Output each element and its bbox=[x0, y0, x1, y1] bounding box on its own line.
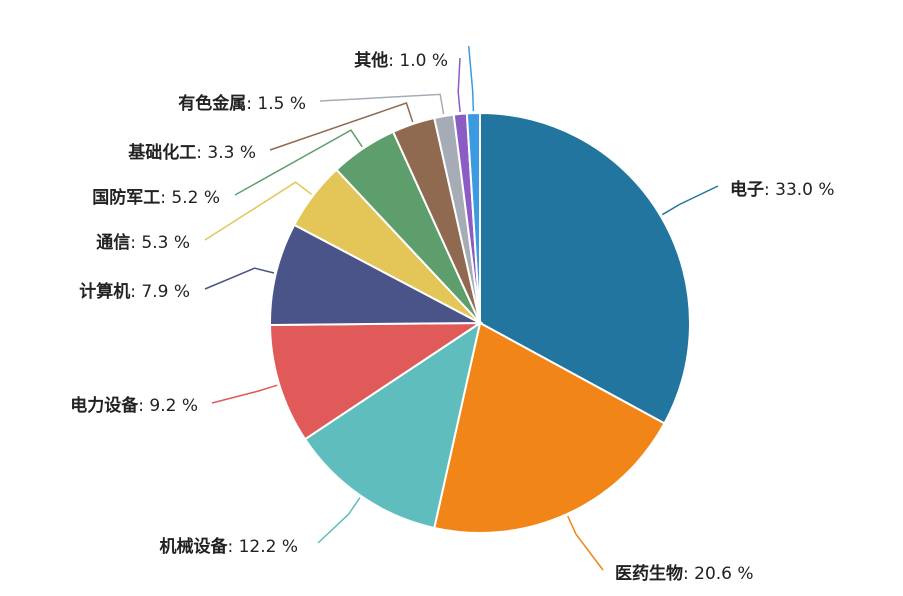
leader-line bbox=[211, 384, 278, 404]
slice-label: 电子: 33.0 % bbox=[730, 179, 835, 200]
leader-line bbox=[317, 497, 361, 544]
slice-label: 机械设备: 12.2 % bbox=[159, 536, 298, 557]
leader-lines bbox=[204, 46, 719, 571]
slice-label: 医药生物: 20.6 % bbox=[615, 563, 754, 584]
slice-label: 有色金属: 1.5 % bbox=[178, 93, 306, 114]
pie-slice bbox=[269, 223, 481, 326]
leader-line bbox=[204, 181, 312, 241]
pie-slice bbox=[269, 321, 484, 441]
slice-label: 基础化工: 3.3 % bbox=[127, 142, 256, 163]
slice-label: 其他: 1.0 % bbox=[354, 50, 448, 71]
pie-slice bbox=[479, 111, 691, 425]
leader-line bbox=[269, 102, 414, 151]
leader-line bbox=[661, 185, 719, 216]
slice-label: 国防军工: 5.2 % bbox=[92, 187, 220, 208]
slice-label: 通信: 5.3 % bbox=[96, 232, 190, 253]
slice-labels: 电子: 33.0 % 医药生物: 20.6 % 机械设备: 12.2 % 电力设备: … bbox=[70, 50, 834, 584]
leader-line bbox=[467, 46, 475, 112]
leader-line bbox=[204, 267, 275, 290]
pie-slices bbox=[269, 111, 691, 534]
pie-slice bbox=[465, 111, 481, 324]
leader-line bbox=[567, 515, 604, 571]
leader-line bbox=[319, 93, 445, 115]
pie-slice bbox=[303, 320, 482, 530]
slice-label: 电力设备: 9.2 % bbox=[70, 395, 198, 416]
leader-line bbox=[234, 129, 363, 196]
leader-line bbox=[457, 57, 461, 112]
slice-label: 计算机: 7.9 % bbox=[79, 281, 190, 302]
pie-slice bbox=[433, 321, 666, 534]
